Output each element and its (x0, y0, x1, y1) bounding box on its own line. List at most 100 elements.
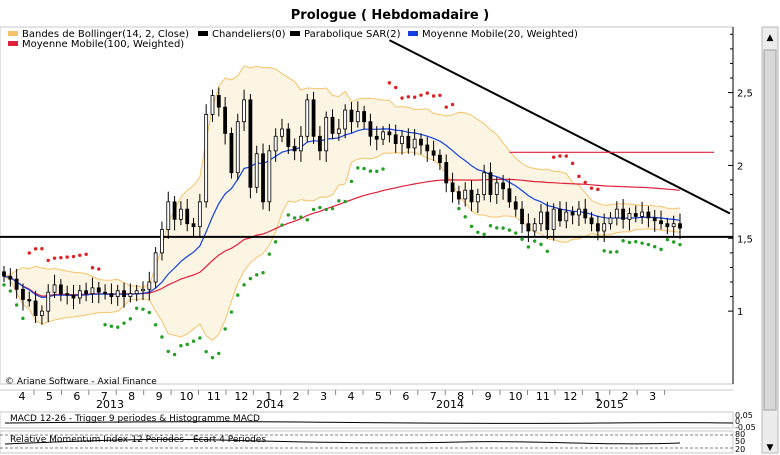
sar-dot (514, 231, 518, 235)
candle-body (595, 223, 600, 232)
candle-body (96, 287, 101, 293)
sar-dot (412, 95, 417, 99)
candle-body (58, 284, 63, 295)
candle-body (71, 294, 76, 299)
candle-body (229, 132, 234, 174)
sar-dot (564, 154, 568, 158)
candle-body (469, 189, 474, 203)
candle-body (109, 293, 114, 297)
legend-swatch-chandeliers (198, 31, 208, 36)
sar-dot (526, 245, 531, 249)
sar-dot (634, 239, 638, 244)
sar-dot (665, 237, 670, 242)
candle-body (577, 208, 581, 216)
x-year-label: 2014 (256, 398, 284, 411)
candle-body (400, 135, 404, 144)
candle-body (305, 99, 310, 137)
candle-body (501, 182, 506, 190)
candle-body (627, 213, 632, 220)
x-month-label: 10 (180, 390, 194, 403)
rmi-line (4, 438, 681, 445)
y-tick-label: 2 (737, 161, 743, 172)
candle-body (507, 188, 512, 203)
sar-dot (532, 239, 537, 243)
candle-body (355, 111, 360, 123)
candle-body (2, 271, 6, 277)
candle-body (204, 114, 209, 203)
candle-body (602, 223, 607, 232)
sar-dot (198, 336, 202, 340)
macd-tick-mid: 0 (735, 417, 740, 426)
candle-body (77, 290, 82, 299)
candle-body (349, 109, 354, 123)
scroll-up-icon[interactable]: ▲ (767, 33, 774, 43)
candle-body (141, 288, 145, 292)
macd-label: MACD 12-26 - Trigger 9 periodes & Histog… (10, 414, 260, 424)
sar-dot (501, 226, 505, 230)
sar-dot (608, 250, 613, 254)
sar-dot (558, 154, 562, 158)
x-month-label: 1 (265, 390, 272, 403)
copyright-text: © Ariane Software - Axial Finance (5, 377, 157, 387)
candle-body (40, 310, 44, 316)
scroll-down-icon[interactable]: ▼ (767, 443, 774, 453)
candle-body (652, 217, 657, 222)
macd-panel (0, 411, 734, 429)
x-month-label: 3 (649, 390, 656, 403)
x-month-label: 12 (234, 390, 248, 403)
parabolic-sar (2, 81, 682, 360)
candle-body (444, 162, 449, 184)
legend-swatch-bollinger (8, 31, 18, 36)
candle-body (14, 278, 19, 290)
candle-body (513, 201, 518, 210)
x-month-label: 5 (375, 390, 382, 403)
candle-body (419, 138, 423, 146)
sar-dot (482, 232, 486, 236)
candle-body (488, 172, 493, 195)
candle-body (381, 131, 385, 140)
x-month-label: 7 (101, 390, 108, 403)
sar-dot (78, 253, 82, 257)
sar-dot (318, 205, 322, 210)
sar-dot (349, 179, 354, 184)
sar-dot (444, 105, 448, 109)
candle-body (633, 213, 638, 217)
candle-body (475, 194, 480, 203)
candle-body (431, 150, 436, 156)
sar-dot (116, 325, 120, 329)
sar-dot (520, 237, 524, 241)
sar-dot (134, 306, 139, 311)
candle-body (450, 182, 455, 193)
sar-dot (255, 273, 259, 277)
candle-body (425, 144, 430, 152)
x-month-label: 4 (348, 390, 355, 403)
candle-body (456, 191, 461, 200)
candle-body (122, 290, 126, 297)
sar-dot (179, 343, 183, 348)
sar-dot (292, 216, 297, 220)
sar-dot (469, 224, 474, 229)
sar-dot (248, 276, 253, 281)
sar-dot (602, 249, 606, 253)
sar-dot (273, 240, 278, 244)
sar-dot (141, 307, 145, 311)
scrollbar-thumb[interactable] (763, 49, 777, 411)
macd-tick-bottom: -0,05 (735, 423, 756, 432)
x-year-label: 2014 (436, 398, 464, 411)
candle-body (494, 182, 499, 195)
candle-body (463, 189, 468, 200)
x-year-label: 2013 (96, 398, 124, 411)
x-month-label: 6 (402, 390, 409, 403)
sar-dot (362, 166, 366, 171)
candle-body (46, 291, 51, 312)
candle-body (160, 229, 164, 254)
sar-dot (551, 155, 556, 159)
sar-dot (14, 303, 19, 307)
legend-label-sar: Parabolique SAR(2) (304, 29, 401, 40)
candle-body (267, 150, 272, 203)
sar-dot (583, 180, 587, 185)
sar-dot (577, 174, 581, 179)
x-year-label: 2015 (596, 398, 624, 411)
x-month-label: 2 (293, 390, 300, 403)
candle-body (330, 116, 335, 134)
